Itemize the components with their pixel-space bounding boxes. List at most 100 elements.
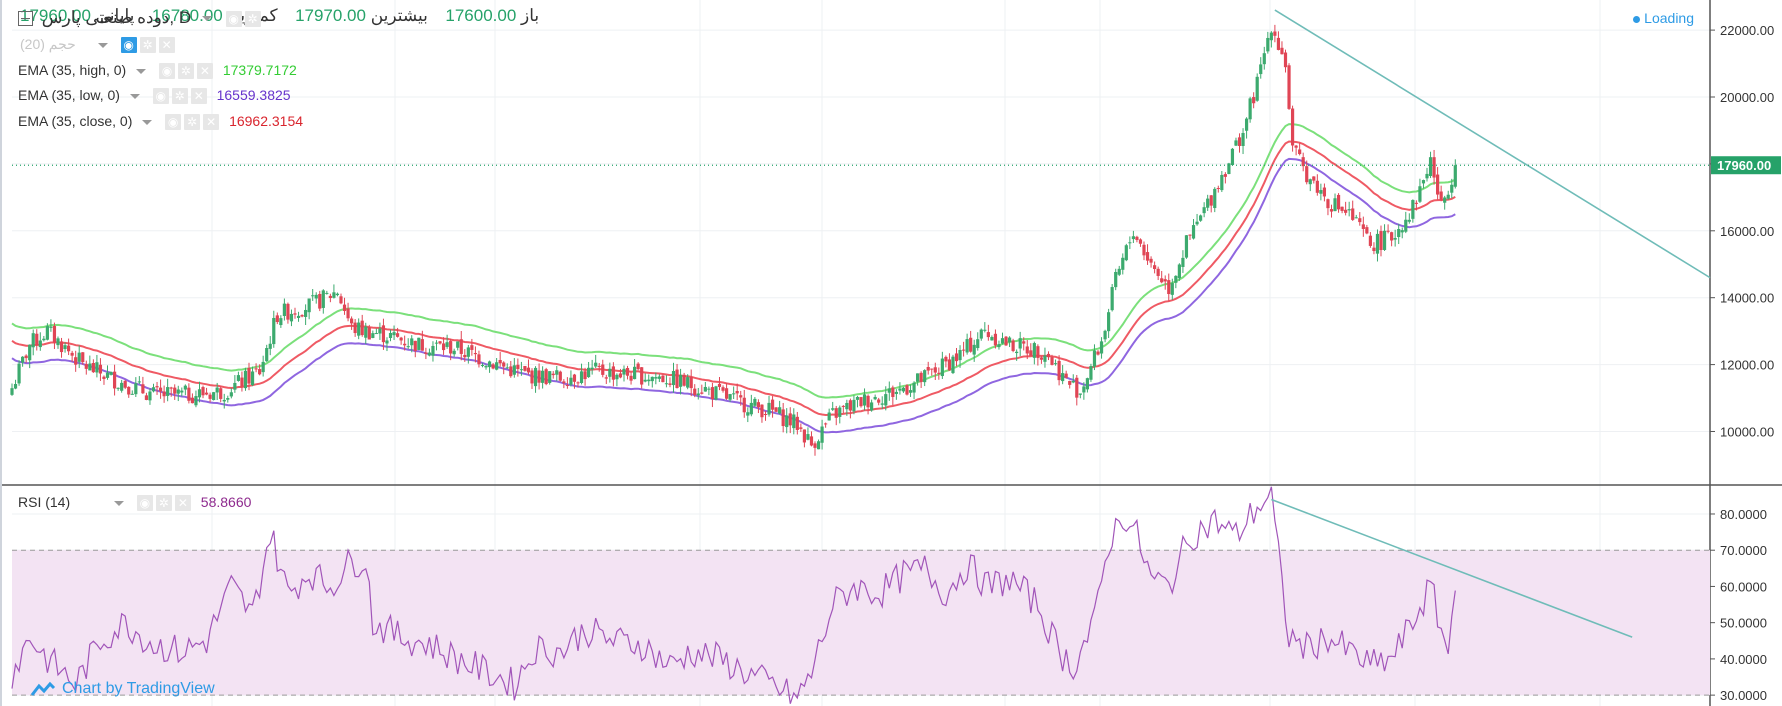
candle-body [816,441,821,450]
candle-body [480,365,485,367]
candle-body [594,362,598,367]
candle-body [1142,244,1146,256]
rsi-value: 58.8660 [200,494,252,510]
candle-body [1145,252,1150,261]
candle-body [523,366,527,371]
candle-body [795,416,799,430]
chevron-down-icon[interactable] [136,68,147,74]
candle-body [558,371,562,381]
candle-body [509,366,513,377]
candle-body [1050,357,1054,365]
gear-icon[interactable]: ✲ [244,10,261,27]
candle-body [134,383,138,395]
chevron-down-icon[interactable] [201,16,212,22]
chevron-down-icon[interactable] [97,42,108,48]
candle-body [318,293,322,309]
candle-body [495,362,499,370]
candle-body [1283,52,1288,68]
candle-body [721,387,725,391]
ema-low-legend[interactable]: EMA (35, low, 0) ◉ ✲ ✕ 16559.3825 [18,87,291,105]
tradingview-credit[interactable]: Chart by TradingView [30,680,215,698]
eye-icon[interactable]: ◉ [136,495,153,512]
candle-body [155,386,159,388]
chevron-down-icon[interactable] [129,93,140,99]
candle-body [898,388,902,391]
ema-close-legend[interactable]: EMA (35, close, 0) ◉ ✲ ✕ 16962.3154 [18,113,303,131]
candle-body [774,407,778,412]
candle-body [258,369,262,375]
rsi-tick-label: 50.0000 [1720,616,1767,631]
candle-body [930,368,934,370]
eye-icon[interactable]: ◉ [158,63,175,80]
candle-body [286,303,290,320]
close-icon[interactable]: ✕ [174,495,191,512]
candle-body [891,387,895,397]
rsi-trendline [1271,498,1633,638]
candle-body [424,352,428,354]
candle-body [88,363,92,371]
credit-label: Chart by TradingView [62,680,215,698]
candle-body [1110,287,1114,311]
candle-body [63,345,67,350]
eye-icon[interactable]: ◉ [165,114,182,131]
candle-body [657,376,661,379]
candle-body [226,398,230,400]
candle-body [749,402,753,415]
candle-body [1372,247,1376,252]
candle-body [219,388,223,399]
candle-body [650,376,654,382]
candle-body [933,367,937,373]
candle-body [1007,337,1012,343]
gear-icon[interactable]: ✲ [139,37,156,54]
rsi-legend[interactable]: RSI (14) ◉ ✲ ✕ 58.8660 [18,494,252,512]
candle-body [1107,312,1111,332]
close-icon[interactable]: ✕ [196,63,213,80]
candle-body [1202,207,1206,214]
candle-body [487,361,492,368]
candle-body [654,377,658,379]
candle-body [353,322,357,334]
candle-body [678,374,683,387]
candle-body [618,373,623,378]
gear-icon[interactable]: ✲ [171,88,188,105]
symbol-title[interactable]: دوده صنعتی پارس, D ◉ ✲ [18,8,261,28]
candle-body [240,377,244,387]
candle-body [74,357,78,365]
chevron-down-icon[interactable] [142,119,153,125]
volume-legend[interactable]: حجم (20) ◉ ✲ ✕ [20,36,175,54]
candle-body [831,408,835,410]
eye-icon[interactable]: ◉ [152,88,169,105]
candle-body [314,294,318,299]
close-icon[interactable]: ✕ [190,88,207,105]
candle-body [137,381,141,383]
eye-icon[interactable]: ◉ [225,10,242,27]
candle-body [838,407,842,417]
ema-high-legend[interactable]: EMA (35, high, 0) ◉ ✲ ✕ 17379.7172 [18,62,297,80]
close-icon[interactable]: ✕ [158,37,175,54]
candle-body [169,387,173,389]
candle-body [661,375,665,383]
candle-body [505,367,509,369]
candle-body [420,339,424,351]
candle-body [1252,97,1256,104]
eye-icon[interactable]: ◉ [120,37,137,54]
collapse-icon[interactable] [18,11,33,27]
open-value: 17600.00 [445,6,517,25]
candle-body [17,363,21,384]
gear-icon[interactable]: ✲ [177,63,194,80]
gear-icon[interactable]: ✲ [155,495,172,512]
candle-body [445,342,449,347]
candle-body [91,362,95,373]
candle-body [640,367,644,385]
candle-body [81,352,85,363]
candle-body [502,362,506,367]
gear-icon[interactable]: ✲ [184,114,201,131]
chevron-down-icon[interactable] [114,500,125,506]
candle-body [1135,236,1139,240]
trendlines[interactable] [1271,9,1711,638]
close-icon[interactable]: ✕ [203,114,220,131]
candle-body [1103,330,1107,340]
candle-body [141,384,145,394]
candle-body [707,388,711,390]
